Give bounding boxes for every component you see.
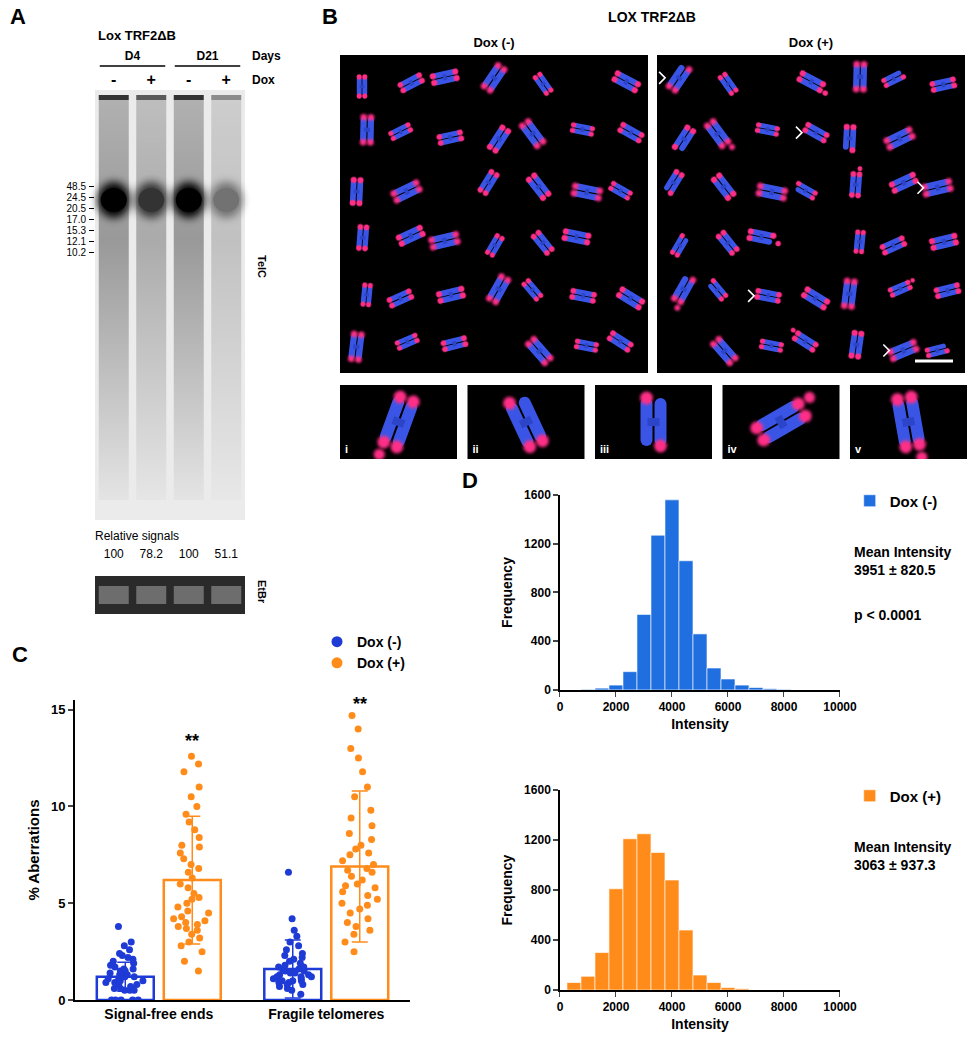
svg-text:D: D	[462, 468, 478, 493]
svg-text:78.2: 78.2	[140, 547, 164, 561]
svg-text:Frequency: Frequency	[499, 854, 515, 925]
svg-text:Lox TRF2ΔB: Lox TRF2ΔB	[98, 28, 176, 43]
svg-text:100: 100	[104, 547, 124, 561]
svg-text:TelC: TelC	[256, 255, 268, 278]
svg-text:Dox (-): Dox (-)	[890, 493, 938, 510]
svg-text:24.5: 24.5	[67, 192, 87, 203]
svg-text:1200: 1200	[524, 537, 551, 551]
svg-text:10: 10	[51, 799, 65, 814]
svg-text:400: 400	[531, 634, 551, 648]
svg-text:D4: D4	[125, 49, 141, 63]
svg-text:LOX TRF2ΔB: LOX TRF2ΔB	[608, 9, 696, 25]
svg-text:Mean Intensity3951 ± 820.5: Mean Intensity3951 ± 820.5	[854, 544, 951, 578]
svg-text:Frequency: Frequency	[499, 557, 515, 628]
svg-text:iii: iii	[600, 443, 609, 455]
svg-text:0: 0	[58, 993, 65, 1008]
svg-text:**: **	[353, 694, 367, 714]
svg-text:Dox (+): Dox (+)	[789, 35, 833, 50]
svg-text:6000: 6000	[715, 700, 742, 714]
svg-text:Relative signals: Relative signals	[95, 529, 179, 543]
svg-text:C: C	[12, 642, 28, 667]
svg-text:2000: 2000	[603, 700, 630, 714]
svg-text:20.5: 20.5	[67, 203, 87, 214]
svg-text:4000: 4000	[659, 1000, 686, 1014]
svg-text:0: 0	[544, 983, 551, 997]
svg-text:Dox (-): Dox (-)	[357, 634, 401, 650]
svg-text:B: B	[322, 4, 338, 29]
svg-text:v: v	[855, 443, 862, 455]
svg-text:+: +	[147, 71, 156, 88]
svg-text:% Aberrations: % Aberrations	[25, 799, 42, 900]
svg-text:Signal-free ends: Signal-free ends	[104, 1006, 213, 1022]
svg-text:Fragile telomeres: Fragile telomeres	[268, 1006, 384, 1022]
svg-text:Mean Intensity3063 ± 937.3: Mean Intensity3063 ± 937.3	[854, 839, 951, 873]
svg-text:iv: iv	[728, 443, 738, 455]
svg-text:+: +	[222, 71, 231, 88]
svg-text:Days: Days	[252, 49, 281, 63]
svg-text:-: -	[111, 71, 116, 88]
svg-text:-: -	[186, 71, 191, 88]
svg-text:8000: 8000	[771, 700, 798, 714]
svg-text:12.1: 12.1	[67, 236, 87, 247]
svg-text:D21: D21	[196, 49, 218, 63]
svg-text:EtBr: EtBr	[256, 580, 268, 604]
svg-text:100: 100	[179, 547, 199, 561]
svg-text:51.1: 51.1	[215, 547, 239, 561]
svg-text:Intensity: Intensity	[671, 1016, 729, 1032]
svg-text:4000: 4000	[659, 700, 686, 714]
svg-text:10000: 10000	[823, 700, 857, 714]
svg-text:800: 800	[531, 883, 551, 897]
svg-text:2000: 2000	[603, 1000, 630, 1014]
svg-text:0: 0	[557, 1000, 564, 1014]
svg-text:Dox (+): Dox (+)	[357, 655, 405, 671]
svg-text:400: 400	[531, 933, 551, 947]
svg-text:8000: 8000	[771, 1000, 798, 1014]
svg-text:5: 5	[58, 896, 65, 911]
svg-text:17.0: 17.0	[67, 214, 87, 225]
svg-text:800: 800	[531, 586, 551, 600]
svg-text:Dox (-): Dox (-)	[473, 35, 514, 50]
svg-text:i: i	[345, 443, 348, 455]
svg-text:ii: ii	[473, 443, 479, 455]
svg-text:1600: 1600	[524, 488, 551, 502]
svg-text:0: 0	[557, 700, 564, 714]
svg-text:A: A	[10, 4, 26, 29]
svg-text:0: 0	[544, 683, 551, 697]
svg-text:1600: 1600	[524, 783, 551, 797]
svg-text:1200: 1200	[524, 833, 551, 847]
svg-text:**: **	[185, 731, 199, 751]
svg-text:48.5: 48.5	[67, 181, 87, 192]
svg-text:p < 0.0001: p < 0.0001	[854, 607, 922, 623]
svg-text:15.3: 15.3	[67, 225, 87, 236]
svg-text:Dox: Dox	[252, 73, 275, 87]
svg-text:6000: 6000	[715, 1000, 742, 1014]
svg-text:10.2: 10.2	[67, 247, 87, 258]
svg-text:10000: 10000	[823, 1000, 857, 1014]
svg-text:Intensity: Intensity	[671, 716, 729, 732]
svg-text:15: 15	[51, 702, 65, 717]
svg-text:Dox (+): Dox (+)	[890, 788, 941, 805]
